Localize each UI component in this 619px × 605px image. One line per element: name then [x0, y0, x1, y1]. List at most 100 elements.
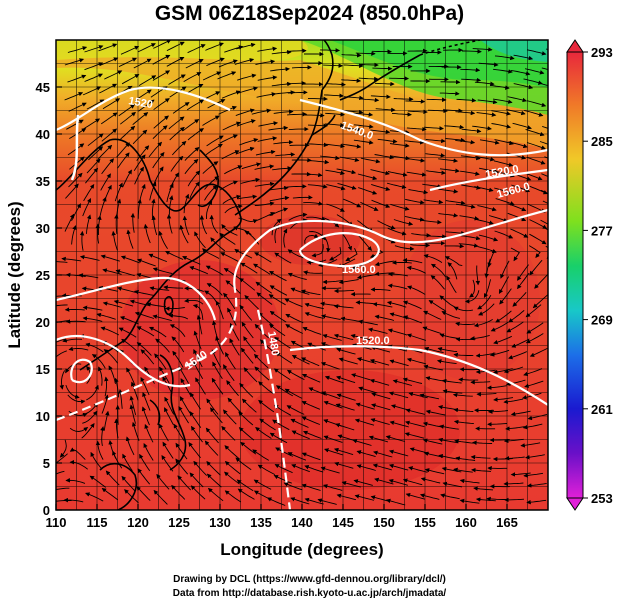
streamline [129, 299, 150, 306]
streamline [475, 265, 481, 286]
streamline [453, 352, 474, 358]
streamline [165, 250, 184, 260]
streamline [81, 422, 95, 439]
streamline [374, 81, 395, 87]
streamline [370, 129, 391, 135]
streamline [336, 347, 356, 355]
streamline [151, 215, 158, 236]
streamline [151, 198, 156, 219]
streamline [56, 350, 67, 358]
streamline [526, 156, 546, 165]
streamline [288, 126, 309, 132]
streamline [236, 42, 256, 50]
streamline [321, 314, 341, 320]
streamline [273, 368, 291, 381]
streamline [180, 378, 191, 396]
streamline [341, 143, 362, 149]
streamline [196, 314, 203, 335]
streamline [177, 475, 192, 491]
streamline [257, 136, 278, 142]
streamline [390, 203, 410, 211]
streamline [91, 354, 106, 369]
streamline [422, 183, 443, 189]
streamline [522, 423, 543, 430]
streamline [291, 430, 310, 440]
streamline [407, 109, 428, 115]
streamline [303, 270, 323, 275]
streamline [117, 152, 130, 169]
streamline [510, 69, 531, 76]
streamline [102, 301, 123, 308]
streamline [271, 218, 282, 236]
streamline [498, 276, 509, 294]
streamline [56, 453, 68, 466]
streamline [351, 373, 371, 381]
streamline [459, 367, 480, 372]
streamline [56, 470, 65, 475]
y-axis-title: Latitude (degrees) [5, 201, 24, 348]
streamline [547, 95, 548, 96]
streamline [244, 294, 259, 310]
streamline [221, 223, 238, 236]
streamline [526, 142, 546, 150]
streamline [258, 312, 274, 326]
streamline [455, 203, 476, 209]
streamline [304, 497, 324, 505]
streamline [82, 402, 99, 416]
streamline [206, 283, 223, 296]
streamline [84, 45, 104, 53]
streamline [189, 472, 204, 488]
streamline [439, 91, 460, 96]
streamline [430, 263, 447, 278]
streamline [470, 454, 491, 460]
streamline [387, 227, 407, 236]
streamline [493, 335, 512, 345]
streamline [510, 247, 520, 262]
streamline [287, 90, 308, 95]
streamline [526, 100, 547, 108]
streamline [473, 319, 493, 328]
streamline [193, 361, 204, 380]
streamline [439, 424, 459, 430]
streamline [138, 99, 155, 112]
streamline [336, 493, 357, 501]
streamline [542, 200, 548, 204]
streamline [529, 185, 548, 195]
streamline [311, 244, 324, 258]
streamline [442, 389, 463, 394]
wind-streamlines [56, 40, 548, 506]
streamline [253, 479, 272, 490]
streamline [526, 482, 547, 488]
streamline [218, 59, 238, 68]
streamline [158, 423, 169, 442]
streamline [240, 177, 261, 184]
streamline [290, 418, 309, 428]
streamline [527, 413, 548, 421]
streamline [508, 351, 527, 360]
streamline [508, 310, 525, 323]
y-tick-label: 45 [36, 80, 50, 95]
streamline [152, 54, 171, 65]
streamline [410, 243, 431, 248]
streamline [183, 72, 202, 82]
streamline [439, 295, 456, 308]
colorbar-label: 269 [591, 313, 613, 328]
colorbar-bottom-arrow [566, 497, 584, 511]
streamline [204, 185, 218, 201]
streamline [153, 166, 164, 184]
streamline [286, 184, 307, 189]
streamline [118, 389, 123, 409]
streamline [71, 225, 77, 245]
streamline [240, 262, 258, 274]
streamline [237, 73, 257, 81]
streamline [102, 98, 121, 110]
streamline [238, 411, 254, 426]
streamline [171, 141, 187, 156]
streamline [134, 166, 144, 185]
streamline [333, 304, 354, 309]
streamline [187, 44, 206, 54]
streamline [402, 478, 423, 486]
streamline [474, 218, 494, 225]
streamline [205, 42, 224, 51]
streamline [444, 124, 465, 130]
